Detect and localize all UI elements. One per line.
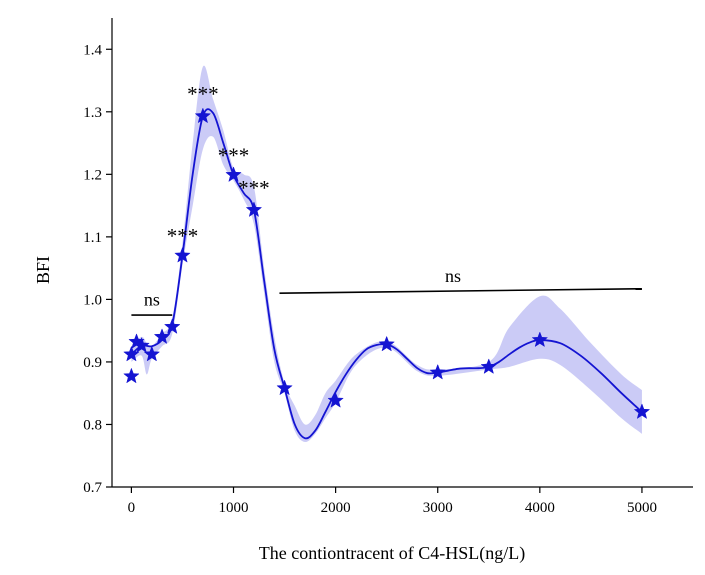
- data-point-star: [194, 107, 212, 124]
- data-point-star: [429, 363, 447, 380]
- y-tick-label: 1.3: [83, 105, 102, 121]
- data-point-star: [378, 335, 395, 352]
- data-point-star: [163, 318, 181, 334]
- y-tick-label: 1.0: [83, 292, 102, 308]
- x-tick-label: 1000: [219, 500, 249, 516]
- x-tick-label: 0: [128, 500, 136, 516]
- significance-stars: ***: [238, 176, 270, 200]
- y-tick-label: 1.4: [83, 42, 102, 58]
- significance-stars: ***: [187, 82, 219, 106]
- data-point-star: [153, 328, 171, 344]
- data-point-star: [123, 367, 140, 384]
- fitted-curve: [130, 108, 643, 440]
- y-axis-title: BFI: [33, 256, 53, 284]
- ns-lines-layer: [131, 287, 642, 316]
- y-tick-label: 1.1: [83, 230, 102, 246]
- fitted-curve-layer: [130, 108, 643, 440]
- ns-label: ns: [144, 290, 160, 310]
- data-point-star: [633, 403, 651, 419]
- x-axis-title: The contiontracent of C4-HSL(ng/L): [259, 543, 525, 564]
- x-tick-label: 3000: [423, 500, 453, 516]
- data-point-star: [133, 336, 150, 353]
- data-point-star: [480, 358, 498, 374]
- data-point-star: [143, 345, 161, 362]
- axes: 0.7 0.8 0.9 1.0 1.1 1.2 1.3 1.4 0 1000 2000 3000 400…: [83, 18, 693, 516]
- y-tick-label: 0.8: [83, 417, 102, 433]
- y-tick-label: 1.2: [83, 167, 102, 183]
- confidence-band-layer: [131, 65, 642, 443]
- ns-label: ns: [445, 266, 461, 286]
- x-tick-label: 4000: [525, 500, 555, 516]
- x-tick-label: 5000: [627, 500, 657, 516]
- significance-stars: ***: [218, 143, 250, 167]
- data-point-star: [245, 201, 263, 218]
- annotations-layer: *** *** *** *** ns ns: [144, 82, 461, 309]
- data-points-layer: [123, 107, 651, 419]
- data-point-star: [327, 391, 344, 408]
- significance-stars: ***: [167, 224, 199, 248]
- data-point-star: [174, 246, 191, 263]
- x-tick-label: 2000: [321, 500, 351, 516]
- y-tick-label: 0.7: [83, 480, 102, 496]
- data-point-star: [276, 379, 293, 396]
- ns-line-2: [279, 287, 642, 294]
- y-tick-label: 0.9: [83, 355, 102, 371]
- data-point-star: [225, 166, 242, 182]
- data-point-star: [531, 331, 549, 348]
- confidence-band: [131, 65, 642, 443]
